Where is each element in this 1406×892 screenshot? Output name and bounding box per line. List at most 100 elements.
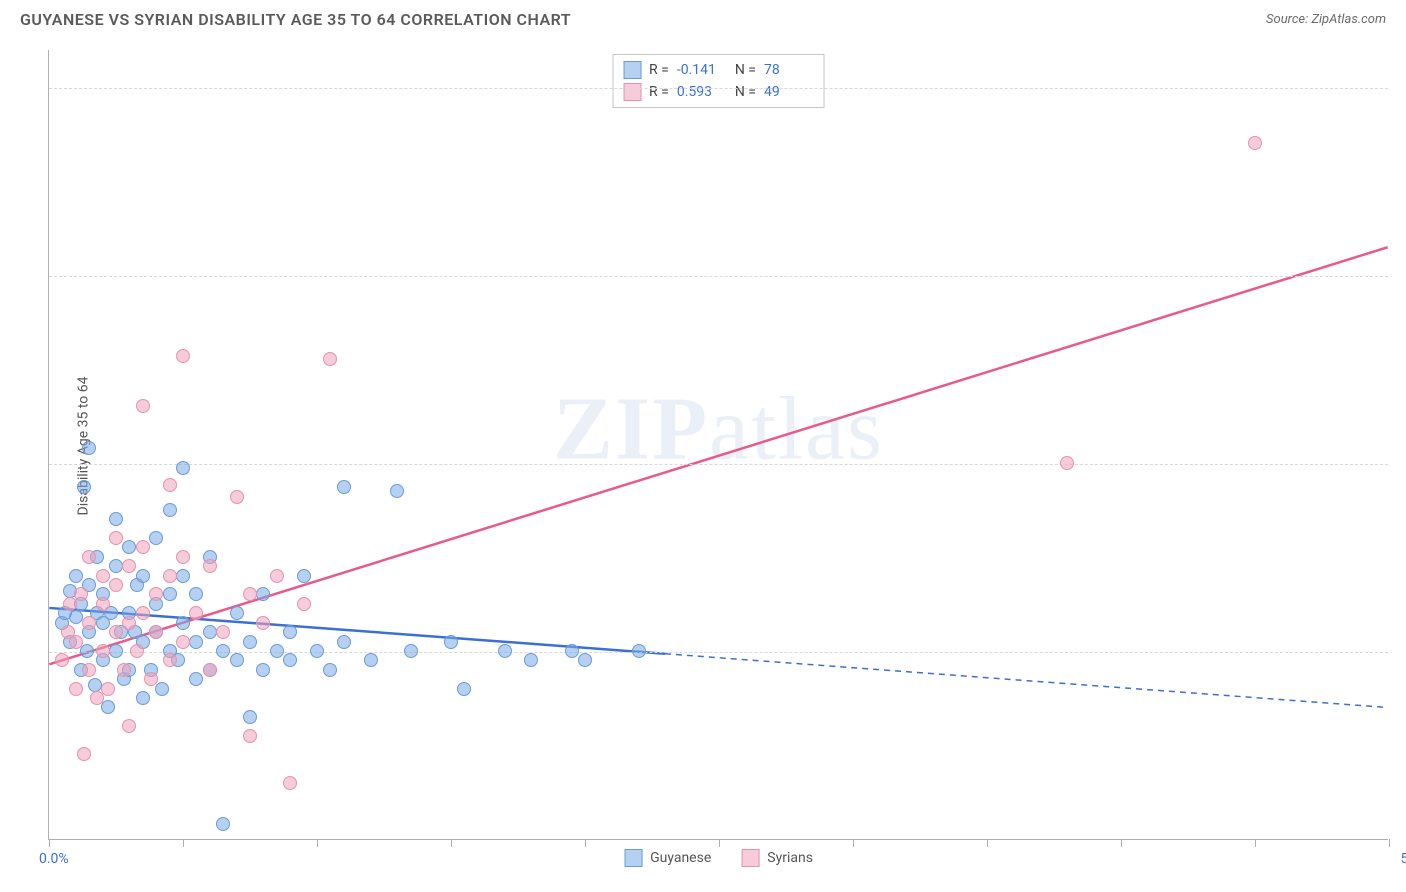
legend-swatch xyxy=(623,83,641,101)
data-point xyxy=(82,441,96,455)
data-point xyxy=(176,349,190,363)
data-point xyxy=(189,635,203,649)
x-tick xyxy=(451,839,452,847)
r-value: 0.593 xyxy=(677,84,727,100)
legend-swatch xyxy=(741,849,759,867)
data-point xyxy=(74,587,88,601)
chart-title: GUYANESE VS SYRIAN DISABILITY AGE 35 TO … xyxy=(20,10,571,29)
data-point xyxy=(498,644,512,658)
correlation-legend: R =-0.141N =78R =0.593N =49 xyxy=(612,54,825,108)
data-point xyxy=(283,625,297,639)
data-point xyxy=(163,569,177,583)
data-point xyxy=(578,653,592,667)
data-point xyxy=(144,672,158,686)
x-tick xyxy=(987,839,988,847)
data-point xyxy=(101,700,115,714)
trend-line-solid xyxy=(49,247,1387,664)
data-point xyxy=(203,663,217,677)
x-tick xyxy=(853,839,854,847)
data-point xyxy=(163,478,177,492)
data-point xyxy=(55,653,69,667)
data-point xyxy=(176,550,190,564)
data-point xyxy=(109,512,123,526)
data-point xyxy=(82,550,96,564)
x-tick xyxy=(585,839,586,847)
data-point xyxy=(176,635,190,649)
correlation-legend-row: R = -0.141 N = 78 xyxy=(623,59,814,81)
data-point xyxy=(270,644,284,658)
data-point xyxy=(96,569,110,583)
data-point xyxy=(122,616,136,630)
data-point xyxy=(310,644,324,658)
source-label: Source: xyxy=(1266,12,1311,27)
source-attribution: Source: ZipAtlas.com xyxy=(1266,12,1386,27)
r-value: -0.141 xyxy=(677,62,727,78)
r-label: R = xyxy=(649,62,669,78)
trend-line-dashed xyxy=(665,654,1388,708)
gridline-h xyxy=(49,276,1388,277)
x-tick xyxy=(1389,839,1390,847)
data-point xyxy=(149,531,163,545)
n-value: 49 xyxy=(764,84,814,100)
data-point xyxy=(163,503,177,517)
data-point xyxy=(88,678,102,692)
data-point xyxy=(82,663,96,677)
n-value: 78 xyxy=(764,62,814,78)
data-point xyxy=(243,635,257,649)
gridline-h xyxy=(49,464,1388,465)
data-point xyxy=(109,531,123,545)
data-point xyxy=(323,352,337,366)
series-legend-item: Guyanese xyxy=(624,849,711,867)
x-tick xyxy=(183,839,184,847)
gridline-h xyxy=(49,88,1388,89)
data-point xyxy=(176,461,190,475)
data-point xyxy=(1248,136,1262,150)
data-point xyxy=(69,610,83,624)
data-point xyxy=(136,606,150,620)
n-label: N = xyxy=(735,62,756,78)
x-axis-max-label: 50.0% xyxy=(1400,851,1406,867)
data-point xyxy=(96,597,110,611)
x-tick xyxy=(1121,839,1122,847)
r-label: R = xyxy=(649,84,669,100)
data-point xyxy=(216,625,230,639)
data-point xyxy=(297,569,311,583)
data-point xyxy=(80,644,94,658)
x-tick xyxy=(317,839,318,847)
data-point xyxy=(69,569,83,583)
data-point xyxy=(283,776,297,790)
data-point xyxy=(136,569,150,583)
data-point xyxy=(565,644,579,658)
data-point xyxy=(122,540,136,554)
data-point xyxy=(176,569,190,583)
data-point xyxy=(176,616,190,630)
data-point xyxy=(149,625,163,639)
legend-swatch xyxy=(624,849,642,867)
data-point xyxy=(243,587,257,601)
gridline-h xyxy=(49,652,1388,653)
data-point xyxy=(77,480,91,494)
data-point xyxy=(189,672,203,686)
data-point xyxy=(163,587,177,601)
data-point xyxy=(136,540,150,554)
data-point xyxy=(323,663,337,677)
data-point xyxy=(122,719,136,733)
data-point xyxy=(109,644,123,658)
data-point xyxy=(390,484,404,498)
data-point xyxy=(270,569,284,583)
data-point xyxy=(136,399,150,413)
data-point xyxy=(149,587,163,601)
data-point xyxy=(109,578,123,592)
data-point xyxy=(256,616,270,630)
data-point xyxy=(364,653,378,667)
correlation-legend-row: R =0.593N =49 xyxy=(623,81,814,103)
source-value: ZipAtlas.com xyxy=(1311,12,1386,27)
data-point xyxy=(524,653,538,667)
data-point xyxy=(297,597,311,611)
data-point xyxy=(256,587,270,601)
data-point xyxy=(136,691,150,705)
data-point xyxy=(243,710,257,724)
data-point xyxy=(337,480,351,494)
data-point xyxy=(130,644,144,658)
data-point xyxy=(230,490,244,504)
